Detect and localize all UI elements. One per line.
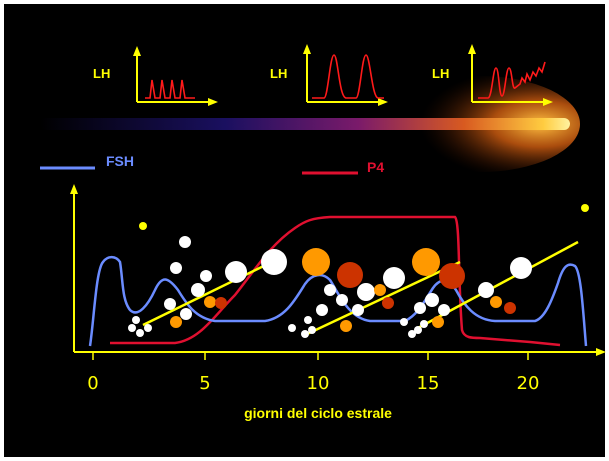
follicle-growing (432, 316, 444, 328)
gradient-bar (40, 118, 570, 130)
follicle-wave-line-1 (142, 256, 281, 327)
follicles (128, 204, 589, 338)
follicle-wave-line-2 (304, 260, 461, 337)
follicle-small (324, 284, 336, 296)
lh-intensity-bar (40, 76, 580, 172)
follicle-small (414, 302, 426, 314)
follicle-growing (374, 284, 386, 296)
lh-inset-1: LH (93, 46, 218, 106)
follicle-small (288, 324, 296, 332)
main-axes: 0 5 10 15 20 giorni del ciclo estrale (70, 184, 606, 421)
lh-xarrow-1 (208, 98, 218, 106)
follicle-small (191, 283, 205, 297)
follicle-growing (204, 296, 216, 308)
lh-xarrow-2 (378, 98, 388, 106)
follicle-small (352, 304, 364, 316)
follicle-small (128, 324, 136, 332)
follicle-dot-yellow (139, 222, 147, 230)
follicle-small (400, 318, 408, 326)
follicle-small (420, 320, 428, 328)
follicle-dominant (302, 248, 330, 276)
follicle-small (414, 326, 422, 334)
follicle-small (180, 308, 192, 320)
lh-label-2: LH (270, 66, 287, 81)
lh-inset-3: LH (432, 44, 553, 106)
follicle-small (301, 330, 309, 338)
x-tick-label-5: 5 (199, 373, 210, 394)
follicle-atretic (439, 263, 465, 289)
follicle-atretic (382, 297, 394, 309)
follicle-small (200, 270, 212, 282)
follicle-growing (170, 316, 182, 328)
follicle-small (132, 316, 140, 324)
lh-yarrow-3 (468, 44, 476, 54)
lh-pulses-3 (478, 61, 546, 99)
follicle-dominant (412, 248, 440, 276)
follicle-atretic (215, 297, 227, 309)
lh-pulses-2 (312, 54, 384, 99)
follicle-small (170, 262, 182, 274)
lh-yarrow-2 (303, 44, 311, 54)
follicle-growing (490, 296, 502, 308)
x-axis-arrow (596, 348, 606, 356)
follicle-small (438, 304, 450, 316)
x-axis-label: giorni del ciclo estrale (244, 405, 392, 421)
lh-pulses-1 (145, 79, 195, 99)
follicle-small (179, 236, 191, 248)
follicle-medium (357, 283, 375, 301)
follicle-large (510, 257, 532, 279)
x-tick-label-15: 15 (417, 373, 440, 394)
x-tick-label-10: 10 (307, 373, 330, 394)
follicle-atretic (337, 262, 363, 288)
y-axis-arrow (70, 184, 78, 194)
follicle-small (304, 316, 312, 324)
lh-inset-2: LH (270, 44, 388, 106)
follicle-small (316, 304, 328, 316)
follicle-small (136, 329, 144, 337)
follicle-atretic (504, 302, 516, 314)
lh-label-1: LH (93, 66, 110, 81)
follicle-large (261, 249, 287, 275)
follicle-dot-yellow (581, 204, 589, 212)
legend: FSH P4 (40, 153, 384, 175)
follicle-small (425, 293, 439, 307)
legend-fsh-label: FSH (106, 153, 134, 169)
follicle-small (164, 298, 176, 310)
x-tick-label-0: 0 (87, 373, 98, 394)
follicle-large (225, 261, 247, 283)
x-tick-label-20: 20 (517, 373, 540, 394)
lh-xarrow-3 (543, 98, 553, 106)
follicle-small (408, 330, 416, 338)
follicle-small (336, 294, 348, 306)
lh-label-3: LH (432, 66, 449, 81)
follicle-small (144, 324, 152, 332)
legend-p4-label: P4 (367, 159, 384, 175)
follicle-small (308, 326, 316, 334)
lh-yarrow-1 (133, 46, 141, 56)
follicle-medium (478, 282, 494, 298)
follicle-large (383, 267, 405, 289)
follicle-growing (340, 320, 352, 332)
